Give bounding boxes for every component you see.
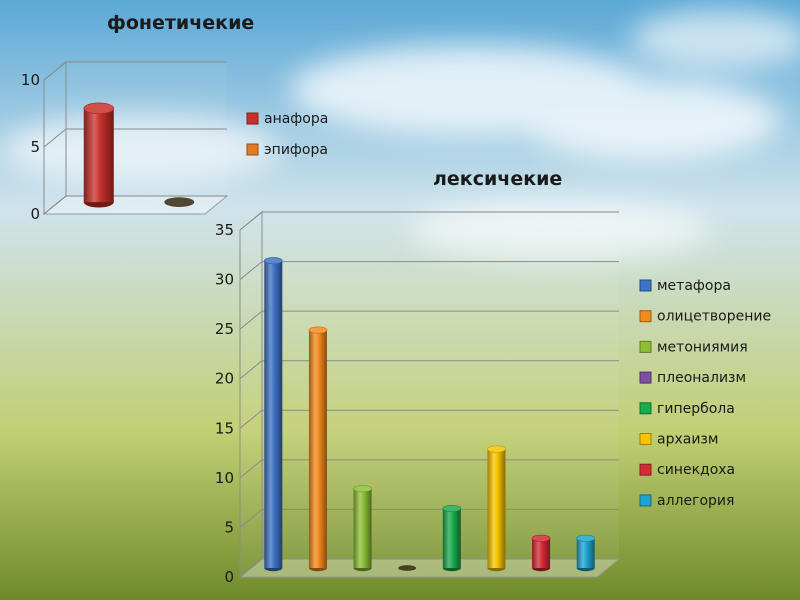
legend-label: метафора <box>657 278 731 294</box>
legend-label: синекдоха <box>657 462 735 478</box>
y-tick-label: 20 <box>215 370 234 388</box>
y-tick-label: 15 <box>215 419 234 437</box>
chart-phonetic: 0 5 10 анафора эпифора <box>21 60 328 223</box>
y-tick-label: 25 <box>215 320 234 338</box>
chart-lexical: 0 5 10 15 20 25 30 35 метафора олицетворение метон… <box>215 210 771 586</box>
legend-label: олицетворение <box>657 309 771 325</box>
legend-label: анафора <box>264 111 328 127</box>
legend-label: эпифора <box>264 142 328 158</box>
plot-floor <box>238 558 621 578</box>
gridline <box>43 61 227 81</box>
legend-swatch <box>246 143 259 156</box>
bar-2 <box>353 485 372 572</box>
y-tick-label: 0 <box>30 205 40 223</box>
chart-title-lexical: лексичекие <box>433 168 563 190</box>
bar-0 <box>83 102 115 208</box>
bar-1 <box>308 326 328 572</box>
y-tick-label: 35 <box>215 221 234 239</box>
legend-swatch <box>639 279 652 292</box>
gridline <box>43 195 227 215</box>
legend-swatch <box>639 402 652 415</box>
y-tick-label: 5 <box>30 138 40 156</box>
y-tick-label: 10 <box>21 71 40 89</box>
gridline <box>43 128 227 148</box>
legend-label: аллегория <box>657 493 734 509</box>
y-tick-label: 30 <box>215 271 234 289</box>
legend-label: гипербола <box>657 401 735 417</box>
bar-6 <box>531 534 551 572</box>
bar-4 <box>442 504 462 572</box>
plot-side-wall <box>239 210 263 579</box>
bar-1 <box>164 197 195 207</box>
legend-label: метониямия <box>657 339 748 355</box>
plot-floor <box>42 195 229 215</box>
y-tick-label: 5 <box>224 518 234 536</box>
y-tick-label: 0 <box>224 568 234 586</box>
gridline <box>239 261 619 280</box>
gridline <box>239 360 619 380</box>
gridline <box>239 211 619 231</box>
gridline <box>239 310 619 330</box>
chart-title-phonetic: фонетичекие <box>107 12 255 34</box>
bar-3 <box>398 565 417 571</box>
plot-back-wall <box>262 212 619 559</box>
legend-label: плеонализм <box>657 370 746 386</box>
legend-swatch <box>246 112 259 125</box>
legend-swatch <box>639 310 652 323</box>
legend-swatch <box>639 371 652 384</box>
legend-swatch <box>639 463 652 476</box>
bar-5 <box>487 445 506 572</box>
bar-0 <box>264 257 283 572</box>
legend-label: архаизм <box>657 432 718 448</box>
legend-swatch <box>639 433 652 445</box>
y-tick-label: 10 <box>215 469 234 487</box>
legend-swatch <box>639 340 652 353</box>
legend-swatch <box>639 494 652 507</box>
gridline <box>239 409 619 429</box>
bar-7 <box>576 534 595 572</box>
cloud-layer <box>0 10 800 260</box>
